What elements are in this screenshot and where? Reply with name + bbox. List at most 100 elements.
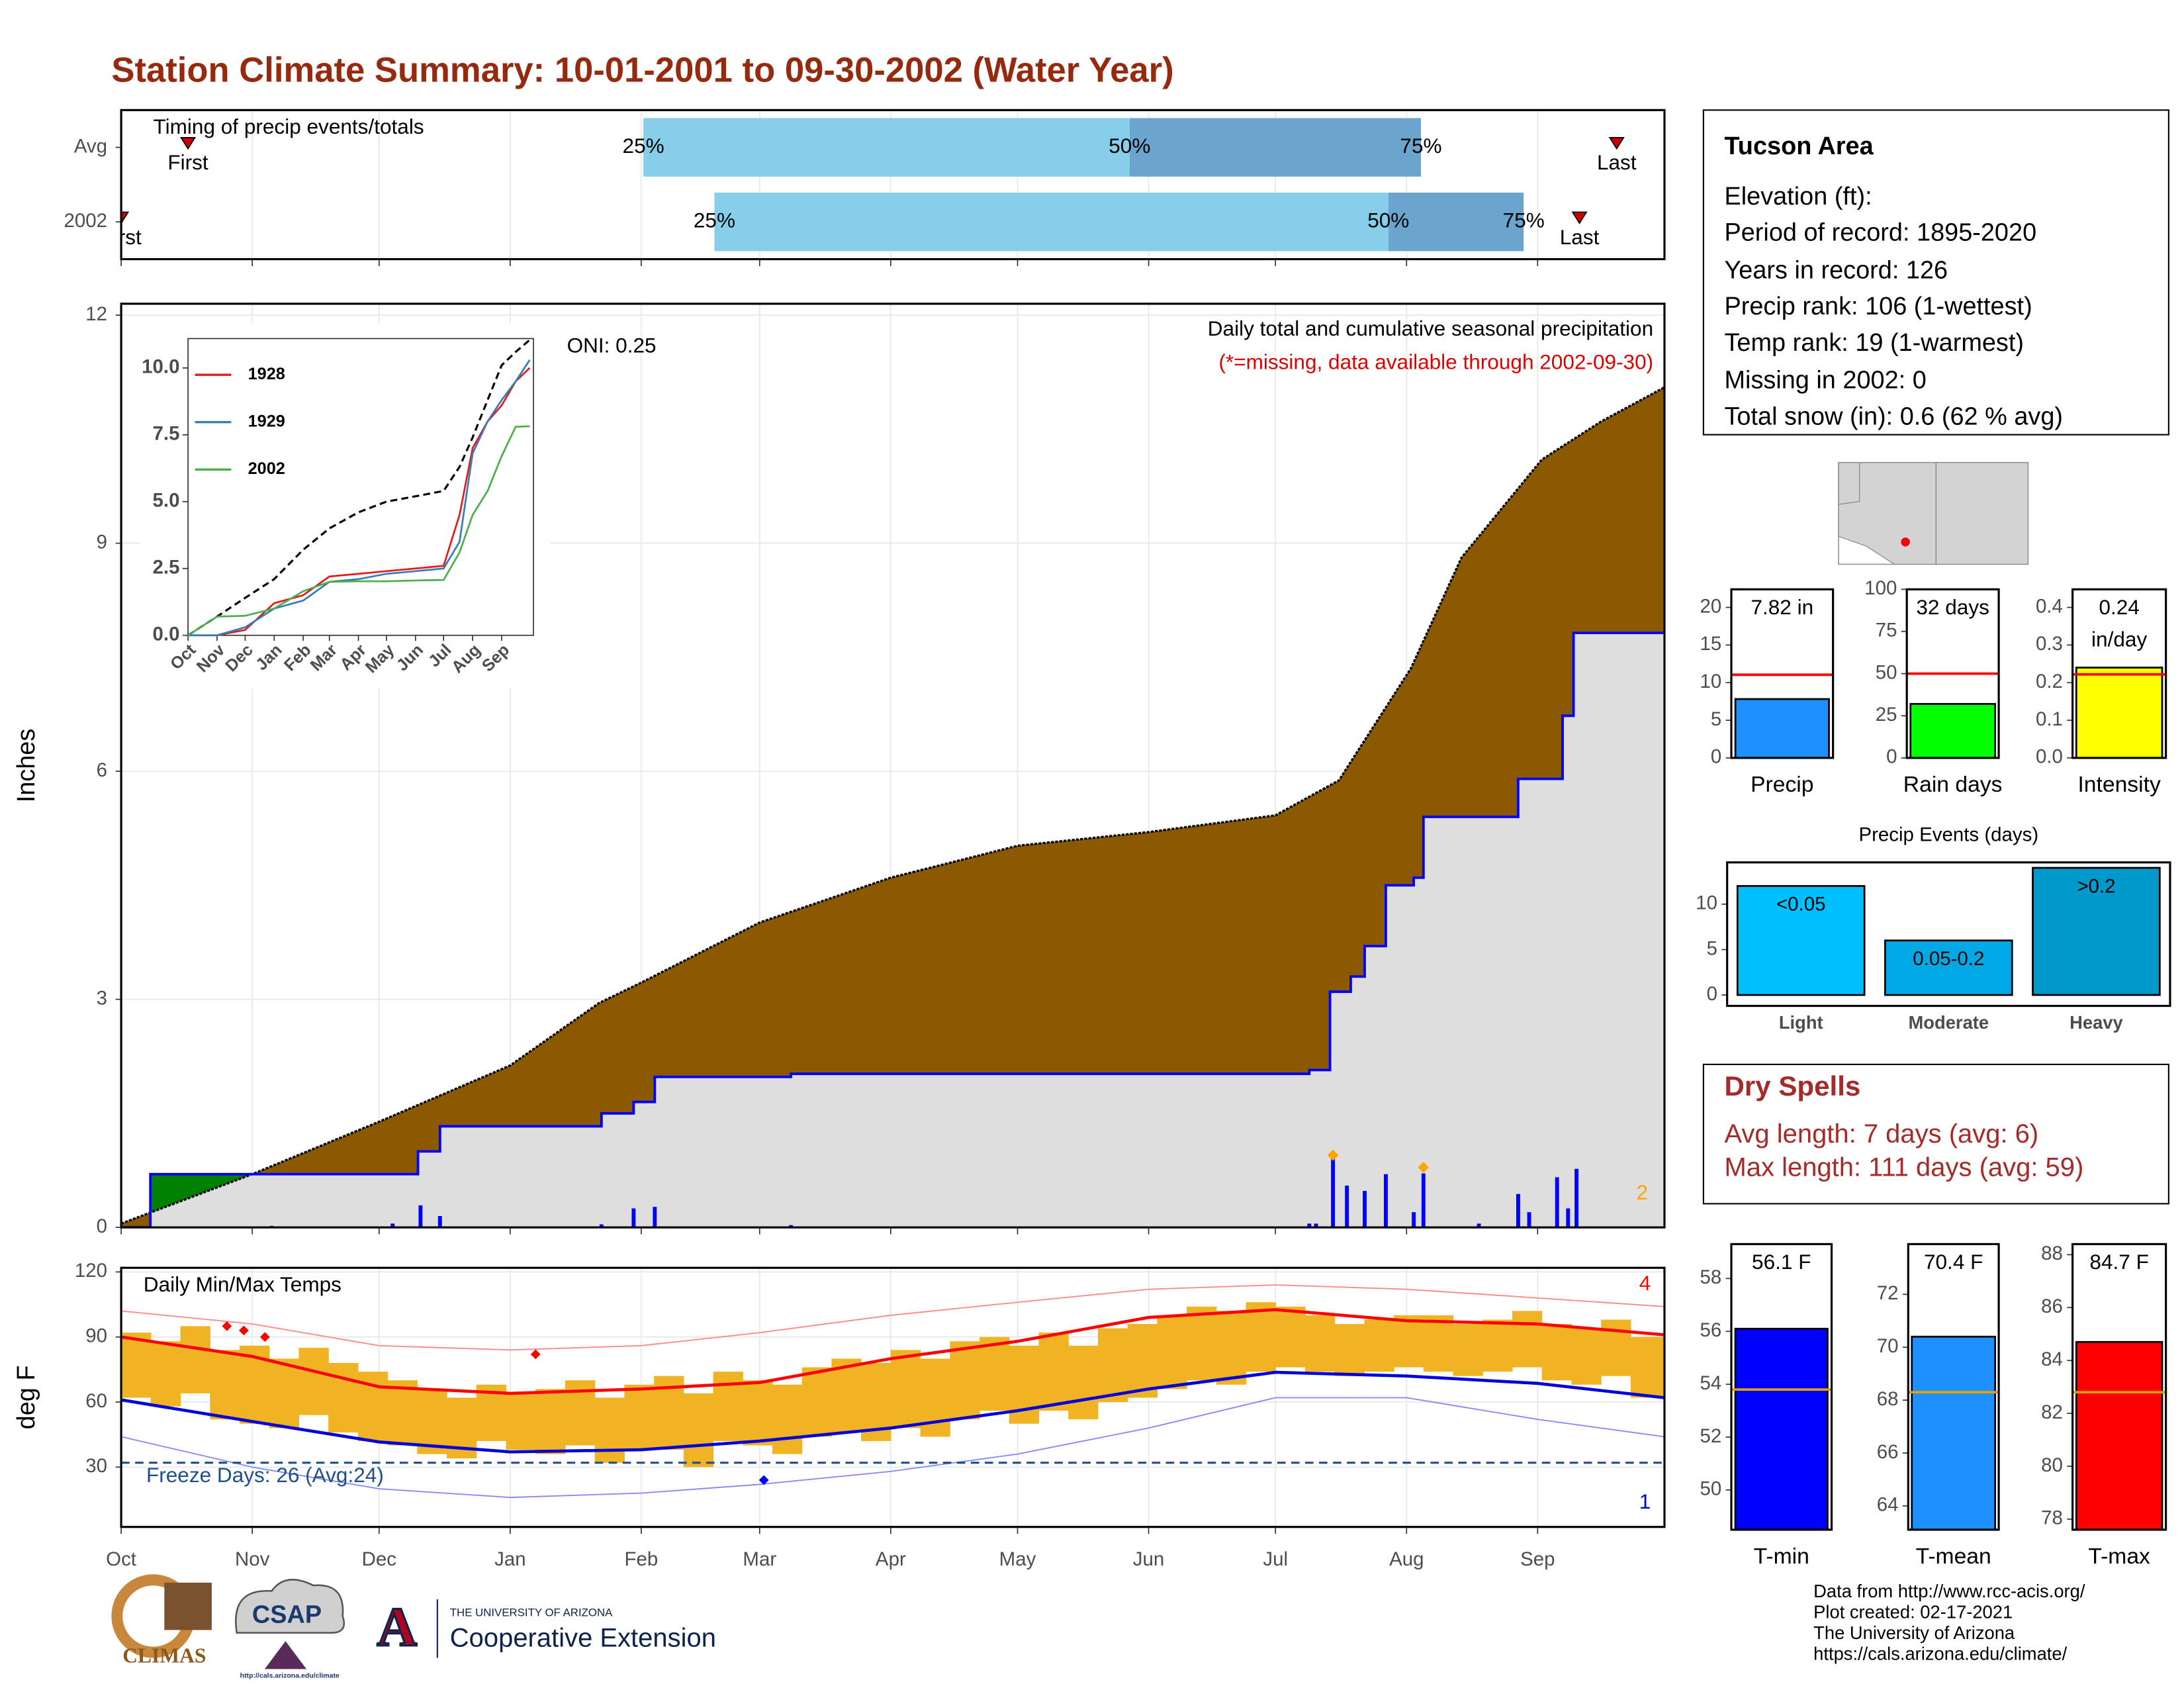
timing-marker — [180, 137, 197, 150]
y-tick-label: 75 — [1876, 620, 1897, 641]
daily-precip-bar — [1516, 1194, 1520, 1228]
temp-range-bar — [890, 1350, 921, 1429]
quantile-label: 25% — [694, 209, 735, 232]
panel-subtitle: (*=missing, data available through 2002-… — [1218, 350, 1653, 374]
y-tick-label: 25 — [1876, 704, 1897, 726]
map-state — [1935, 462, 2028, 565]
panel-frame — [1726, 861, 2171, 1008]
daily-precip-bar — [1477, 1223, 1481, 1228]
series-line — [188, 359, 531, 637]
y-tick-label: 0.2 — [2036, 671, 2063, 692]
y-tick-label: 2.5 — [153, 557, 180, 579]
x-tick-label: Oct — [106, 1548, 136, 1570]
y-tick-label: 90 — [85, 1325, 107, 1346]
y-tick-label: Avg — [74, 135, 107, 157]
y-tick-label: 78 — [2041, 1507, 2063, 1529]
info-line: Period of record: 1895-2020 — [1724, 219, 2036, 247]
panel-frame — [2071, 588, 2167, 759]
dry-spells-line: Max length: 111 days (avg: 59) — [1724, 1152, 2083, 1182]
series-line — [188, 367, 531, 637]
y-tick-label: 72 — [1877, 1282, 1899, 1304]
y-axis-label: deg F — [13, 1366, 40, 1430]
temp-range-bar — [1423, 1315, 1454, 1372]
timing-marker — [1571, 211, 1588, 224]
low-count: 1 — [1639, 1489, 1651, 1513]
first-label: First — [167, 150, 208, 174]
panel-title: Daily Min/Max Temps — [144, 1272, 341, 1296]
daily-precip-bar — [1307, 1223, 1312, 1228]
y-tick-label: 68 — [1877, 1388, 1899, 1410]
value-label: >0.2 — [2077, 875, 2115, 897]
daily-precip-bar — [390, 1223, 395, 1228]
daily-precip-bar — [1331, 1155, 1336, 1228]
temp-range-bar — [1512, 1311, 1543, 1368]
temp-range-bar — [624, 1384, 655, 1450]
logo-text: Cooperative Extension — [450, 1624, 716, 1653]
dry-spells-title: Dry Spells — [1724, 1070, 1860, 1102]
oni-label: ONI: 0.25 — [567, 333, 657, 357]
panel-frame — [120, 109, 1666, 261]
high-count: 4 — [1639, 1271, 1651, 1295]
legend-label: 2002 — [248, 459, 285, 478]
y-tick-label: 30 — [85, 1455, 107, 1477]
info-line: Elevation (ft): — [1724, 183, 1872, 211]
y-tick-label: 80 — [2041, 1454, 2063, 1476]
locator-map — [1838, 461, 2029, 565]
x-tick-label: Precip — [1751, 773, 1813, 797]
y-tick-label: 12 — [85, 303, 107, 325]
x-tick-label: Jan — [494, 1548, 526, 1570]
year-area — [121, 633, 1664, 1228]
daily-precip-bar — [1363, 1191, 1367, 1228]
dry-spells-box — [1702, 1063, 2169, 1205]
climas-logo — [164, 1582, 212, 1630]
y-tick-label: 10 — [1700, 671, 1722, 692]
series-line — [187, 425, 530, 636]
y-tick-label: 54 — [1700, 1372, 1722, 1394]
panel-frame — [1907, 1243, 2000, 1531]
bar — [2032, 867, 2161, 996]
value-label: 70.4 F — [1924, 1250, 1983, 1274]
record-marker — [758, 1475, 769, 1485]
panel-frame — [1905, 588, 2000, 759]
panel-frame — [2071, 1243, 2167, 1531]
temp-range-bar — [1068, 1345, 1099, 1420]
temp-range-bar — [1304, 1315, 1336, 1372]
y-tick-label: 88 — [2041, 1243, 2063, 1264]
temp-range-bar — [1364, 1319, 1394, 1372]
footer-line: Data from http://www.rcc-acis.org/ — [1813, 1581, 2085, 1601]
temp-range-bar — [1097, 1328, 1128, 1402]
quantile-label: 75% — [1503, 209, 1545, 232]
temp-range-bar — [1127, 1324, 1158, 1398]
bar — [1884, 939, 2013, 996]
temp-range-bar — [1601, 1319, 1631, 1376]
inset-frame — [187, 338, 534, 636]
x-tick-label: Light — [1779, 1012, 1823, 1033]
info-box — [1702, 109, 2169, 436]
bar — [1909, 703, 1996, 759]
temp-range-bar — [772, 1384, 803, 1454]
map-state — [1838, 462, 1860, 505]
temp-range-bar — [1275, 1306, 1306, 1368]
panel-title: Timing of precip events/totals — [154, 115, 424, 138]
x-tick-label: Jun — [1133, 1548, 1165, 1570]
daily-precip-bar — [1412, 1212, 1416, 1228]
x-tick-label: Sep — [1520, 1548, 1555, 1570]
temp-range-bar — [1038, 1333, 1069, 1411]
temp-range-bar — [535, 1389, 566, 1454]
daily-precip-bar — [1527, 1212, 1531, 1228]
value-label: 0.24 — [2099, 595, 2139, 619]
panel-title: Daily total and cumulative seasonal prec… — [1208, 316, 1653, 340]
footer-line: The University of Arizona — [1813, 1622, 2015, 1643]
y-tick-label: 9 — [97, 531, 107, 553]
timing-marker — [1608, 137, 1625, 150]
y-tick-label: 120 — [75, 1260, 107, 1282]
quantile-label: 50% — [1367, 209, 1409, 232]
freeze-label: Freeze Days: 26 (Avg:24) — [146, 1463, 384, 1487]
record-max-line — [121, 1284, 1664, 1351]
panel-frame — [120, 303, 1666, 1229]
temp-range-bar — [1630, 1336, 1664, 1398]
temp-range-bar — [1187, 1306, 1217, 1381]
temp-range-bar — [1334, 1324, 1365, 1376]
legend-label: 1929 — [248, 412, 285, 430]
